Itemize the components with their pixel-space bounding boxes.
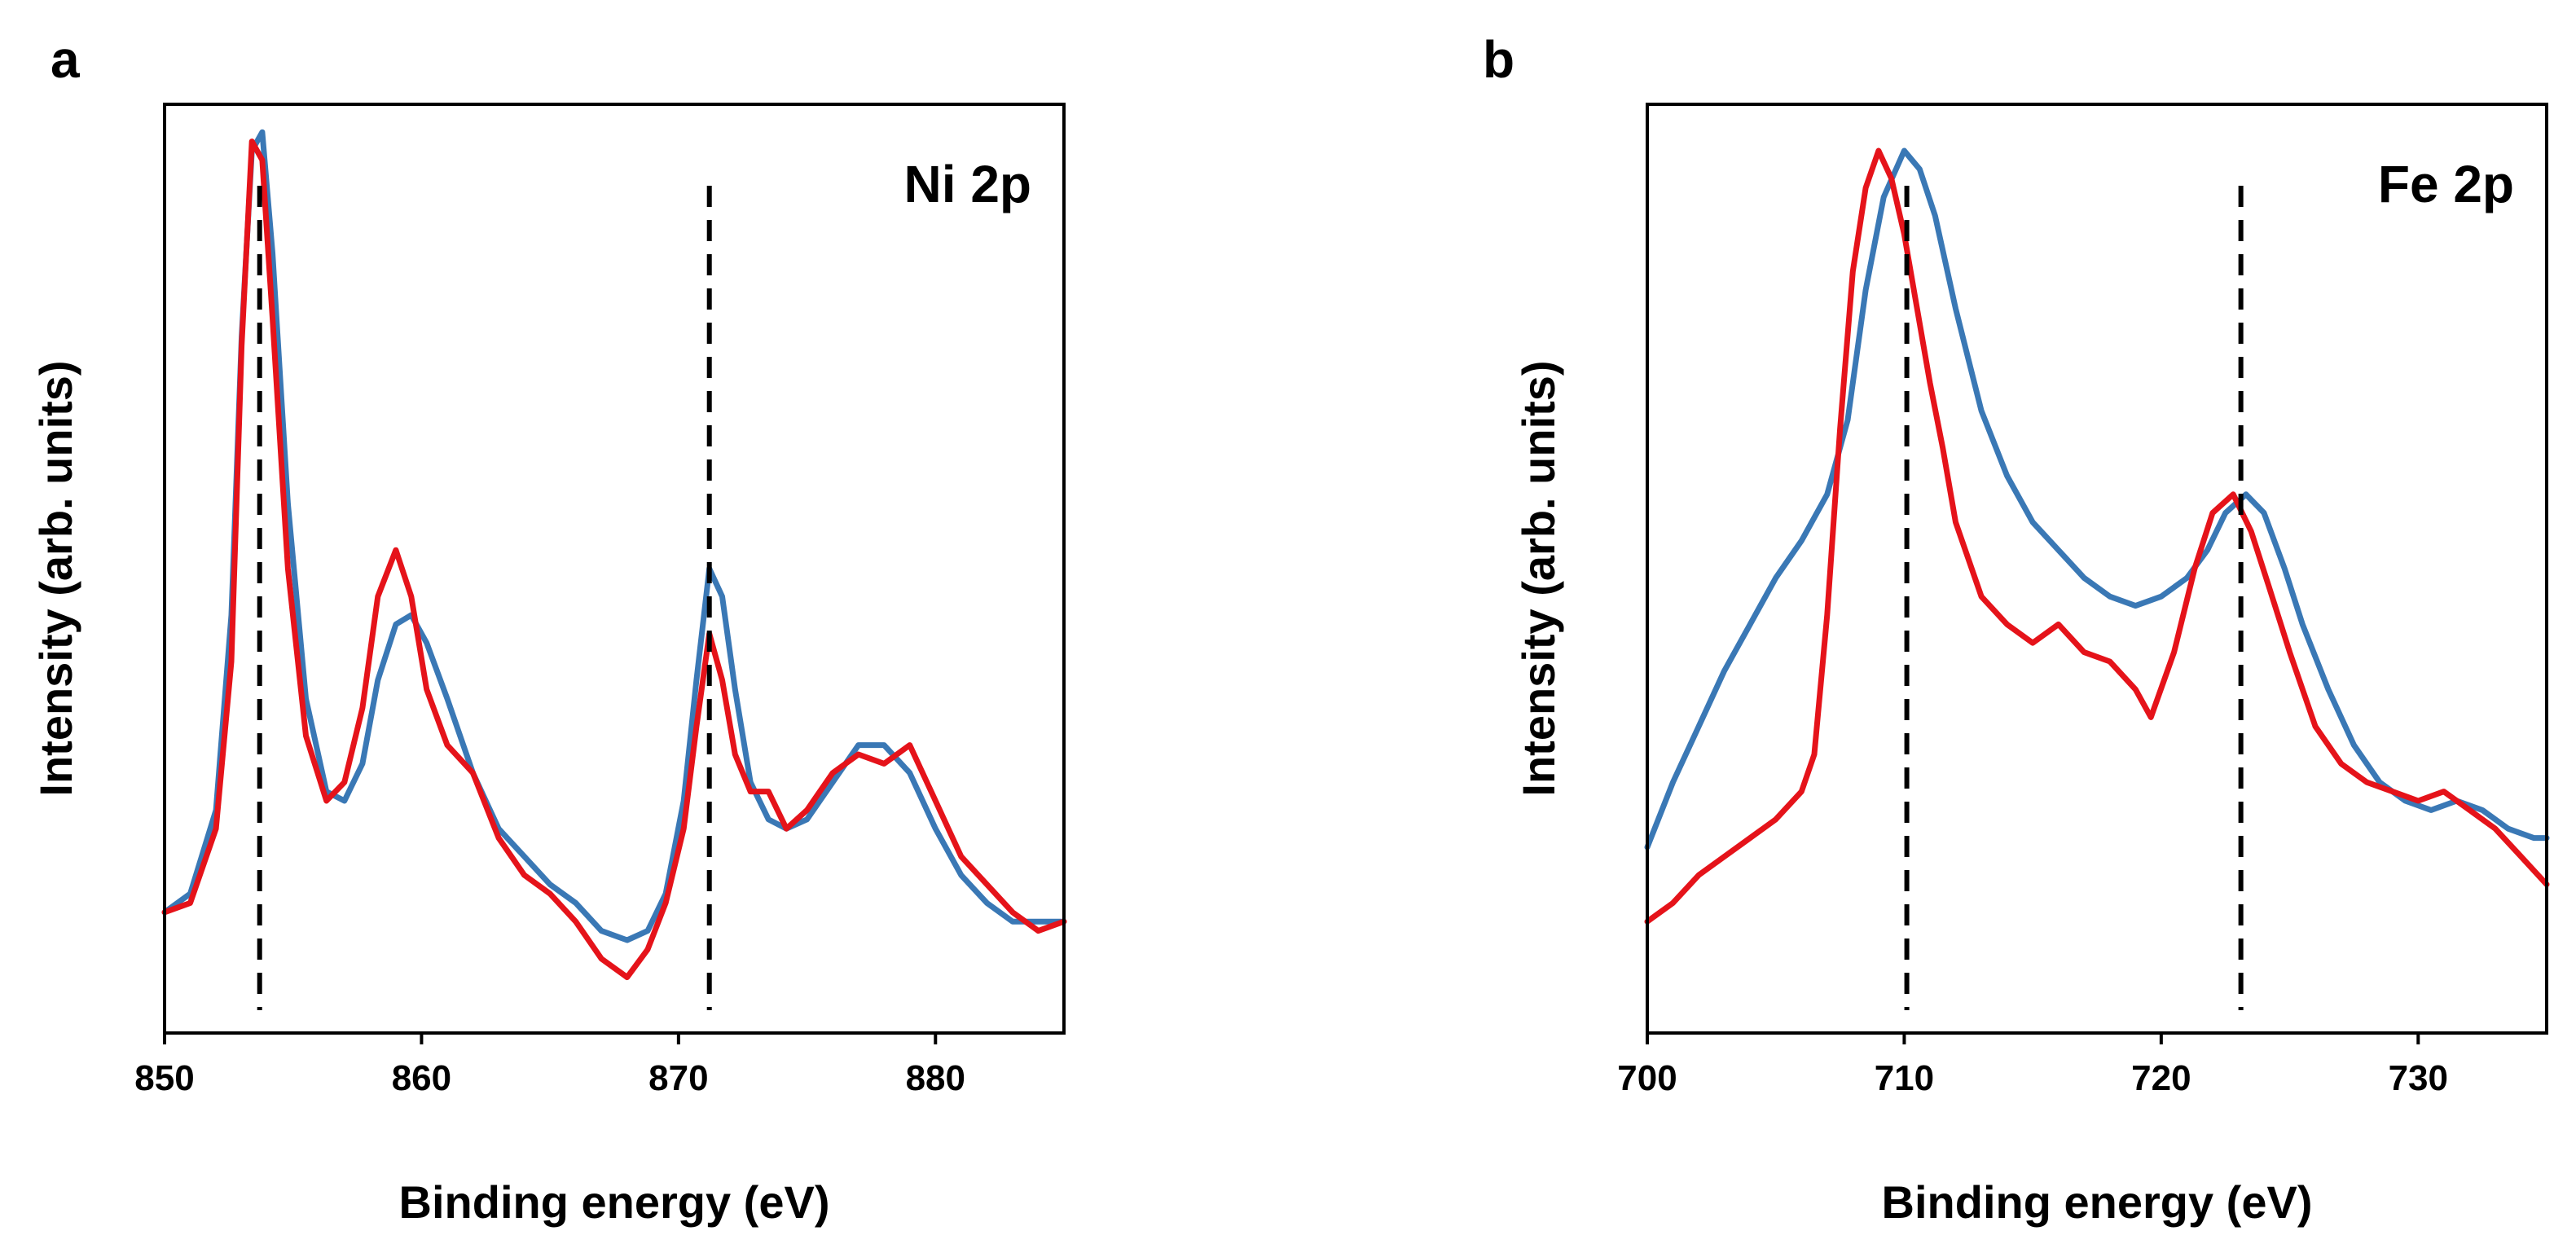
panel-b-x-tick-label: 730 xyxy=(2389,1058,2448,1098)
panel-a-series-1-line xyxy=(161,129,1067,943)
panel-b-plot-frame xyxy=(1646,103,2548,1035)
panel-a-x-axis-label: Binding energy (eV) xyxy=(399,1176,830,1228)
panel-a-series-2-line xyxy=(161,138,1067,981)
panel-a-x-tick-label: 880 xyxy=(906,1058,965,1098)
panel-a-title: Ni 2p xyxy=(904,155,1031,213)
panel-b-x-tick-label: 710 xyxy=(1875,1058,1934,1098)
panel-b-x-tick-label: 700 xyxy=(1617,1058,1677,1098)
panel-b-series-2-line xyxy=(1644,147,2550,925)
panel-a: a Intensity (arb. units) Binding energy … xyxy=(30,30,1067,1228)
panel-b-x-axis-label: Binding energy (eV) xyxy=(1882,1176,2313,1228)
panel-b-title: Fe 2p xyxy=(2378,155,2514,213)
panel-a-plot-frame xyxy=(163,103,1066,1035)
panel-b-series-1-line xyxy=(1644,147,2550,851)
panel-b-letter: b xyxy=(1483,30,1514,89)
panel-a-x-tick-label: 860 xyxy=(392,1058,451,1098)
panel-a-x-tick-label: 870 xyxy=(648,1058,708,1098)
panel-a-x-tick-label: 850 xyxy=(134,1058,194,1098)
panel-a-y-axis-label: Intensity (arb. units) xyxy=(30,360,81,796)
panel-b: b Intensity (arb. units) Binding energy … xyxy=(1483,30,2550,1228)
panel-b-y-axis-label: Intensity (arb. units) xyxy=(1513,360,1564,796)
panel-b-x-tick-label: 720 xyxy=(2131,1058,2191,1098)
panel-a-letter: a xyxy=(51,30,80,89)
